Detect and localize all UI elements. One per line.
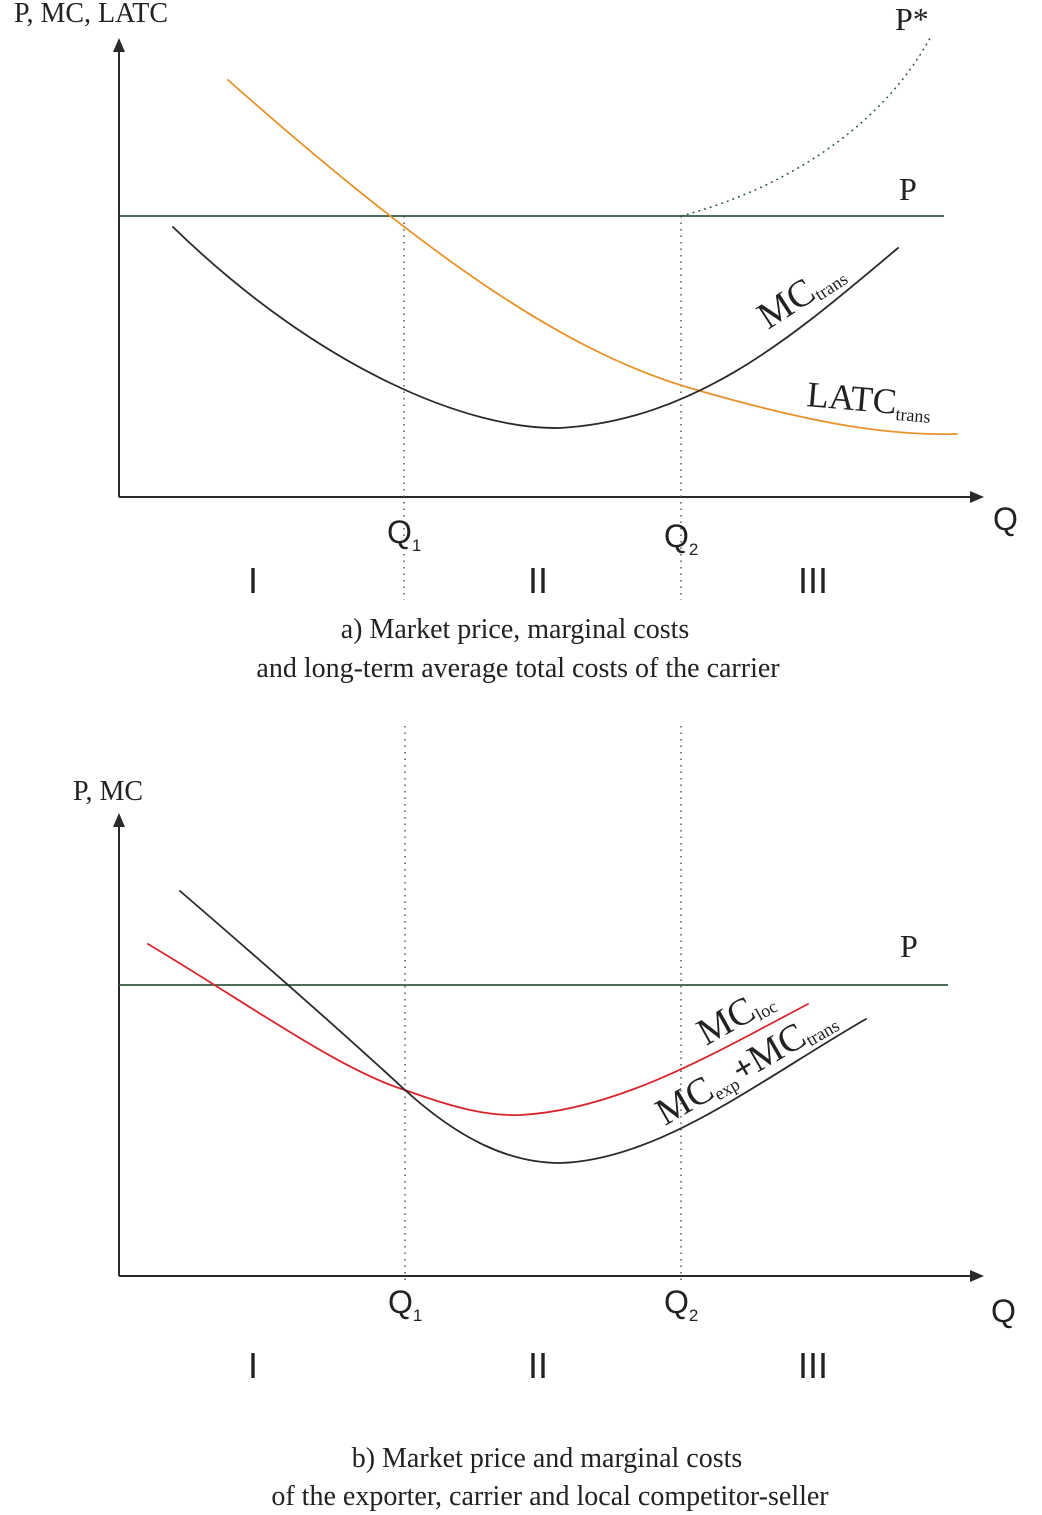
mc-trans-label: MCtrans bbox=[750, 251, 852, 337]
region-i-top: I bbox=[248, 560, 258, 601]
x-axis-label-top: Q bbox=[993, 501, 1018, 537]
caption-b-line2: of the exporter, carrier and local compe… bbox=[271, 1481, 829, 1512]
latc-trans-curve bbox=[227, 79, 958, 436]
panel-b: P, MC Q P MCloc MCexp+MCtrans Q1 Q2 I bbox=[73, 726, 1016, 1512]
y-axis-label-top: P, MC, LATC bbox=[14, 0, 168, 29]
region-ii-bottom: II bbox=[528, 1345, 548, 1386]
region-i-bottom: I bbox=[248, 1345, 258, 1386]
price-label-top: P bbox=[899, 171, 917, 207]
pstar-curve bbox=[680, 37, 931, 217]
mc-sum-curve bbox=[179, 890, 867, 1164]
mc-loc-curve bbox=[147, 943, 809, 1116]
region-iii-top: III bbox=[798, 560, 828, 601]
y-axis-label-bottom: P, MC bbox=[73, 776, 143, 807]
q2-label-bottom: Q2 bbox=[664, 1284, 698, 1325]
mc-trans-curve bbox=[172, 226, 899, 429]
latc-trans-label: LATCtrans bbox=[805, 374, 933, 427]
caption-b-line1: b) Market price and marginal costs bbox=[352, 1443, 743, 1474]
region-iii-bottom: III bbox=[798, 1345, 828, 1386]
region-ii-top: II bbox=[528, 560, 548, 601]
caption-a-line1: a) Market price, marginal costs bbox=[341, 614, 690, 645]
panel-a: P, MC, LATC Q P P* MCtrans LATCtrans Q1 … bbox=[14, 0, 1018, 684]
q1-label-bottom: Q1 bbox=[388, 1284, 422, 1325]
pstar-label: P* bbox=[895, 1, 929, 37]
q2-label-top: Q2 bbox=[664, 518, 698, 559]
q1-label-top: Q1 bbox=[387, 514, 421, 555]
x-axis-label-bottom: Q bbox=[991, 1293, 1016, 1329]
caption-a-line2: and long-term average total costs of the… bbox=[256, 653, 780, 684]
price-label-bottom: P bbox=[900, 928, 918, 964]
